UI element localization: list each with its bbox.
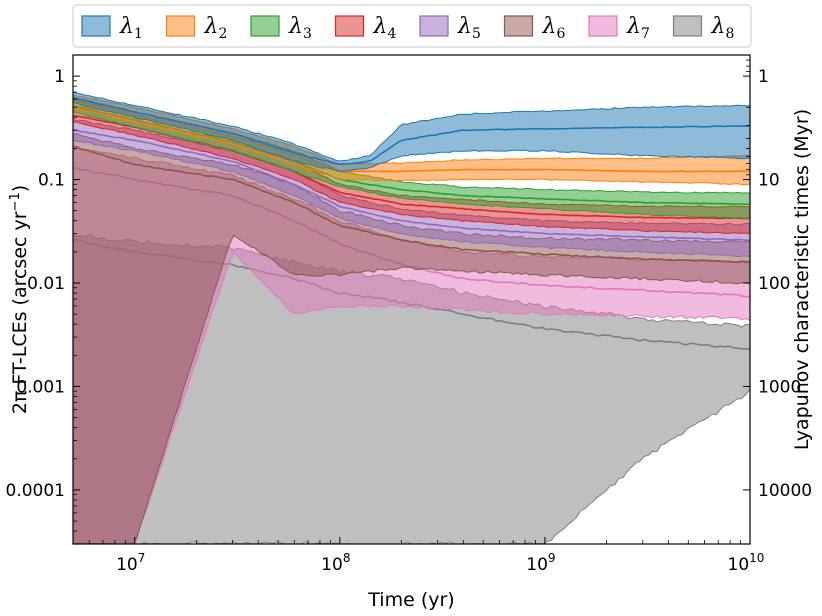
y-tick-label: 0.001 <box>16 377 65 397</box>
y-axis-label: 2π FT-LCEs (arcsec yr−1) <box>8 185 31 414</box>
y-tick-label: 0.01 <box>27 274 65 294</box>
legend-label-lambda-3: λ3 <box>288 14 312 42</box>
y-tick-label: 1 <box>54 67 65 87</box>
legend-swatch-lambda-2 <box>165 15 196 37</box>
labels-layer: 107 108 109 1010 1 0.1 0.01 0.001 0.0001 1 10 100 10… <box>6 67 813 611</box>
legend-label-lambda-6: λ6 <box>542 14 566 42</box>
legend-label-lambda-7: λ7 <box>626 14 650 42</box>
legend-label-lambda-5: λ5 <box>457 14 481 42</box>
y2-tick-label: 10 <box>758 171 780 191</box>
legend-swatch-lambda-8 <box>672 15 703 37</box>
y2-axis-label: Lyapunov characteristic times (Myr) <box>791 109 813 450</box>
ticks-layer <box>72 59 751 545</box>
y-tick-label: 0.0001 <box>6 481 65 501</box>
legend-label-lambda-8: λ8 <box>711 14 735 42</box>
legend-label-lambda-4: λ4 <box>373 14 397 42</box>
x-tick-label: 1010 <box>728 551 765 575</box>
legend-label-lambda-1: λ1 <box>119 14 143 42</box>
x-tick-label: 108 <box>321 551 350 575</box>
legend-swatch-lambda-1 <box>81 15 111 37</box>
legend-swatch-lambda-5 <box>419 15 449 37</box>
band-lambda-1 <box>73 91 750 173</box>
median-line-lambda-5 <box>73 129 750 242</box>
y2-tick-label: 100 <box>758 274 790 294</box>
y2-tick-label: 10000 <box>758 481 812 501</box>
x-tick-label: 107 <box>116 551 145 575</box>
x-tick-label: 109 <box>526 551 555 575</box>
y-tick-label: 0.1 <box>38 171 65 191</box>
legend-swatch-lambda-7 <box>588 15 618 37</box>
legend-frame <box>72 4 752 48</box>
x-axis-label: Time (yr) <box>367 589 454 611</box>
median-line-lambda-1 <box>73 97 750 165</box>
legend-label-lambda-2: λ2 <box>204 14 228 42</box>
legend-swatch-lambda-3 <box>250 15 280 37</box>
y2-tick-label: 1000 <box>758 377 801 397</box>
median-line-lambda-6 <box>73 145 750 263</box>
y2-tick-label: 1 <box>758 67 769 87</box>
legend-swatch-lambda-4 <box>334 15 365 37</box>
legend: λ1 λ2 λ3 λ4 λ5 λ6 λ7 λ8 <box>72 4 752 48</box>
legend-swatch-lambda-6 <box>503 15 534 37</box>
series-layer <box>73 91 750 544</box>
plot-frame <box>72 54 751 545</box>
